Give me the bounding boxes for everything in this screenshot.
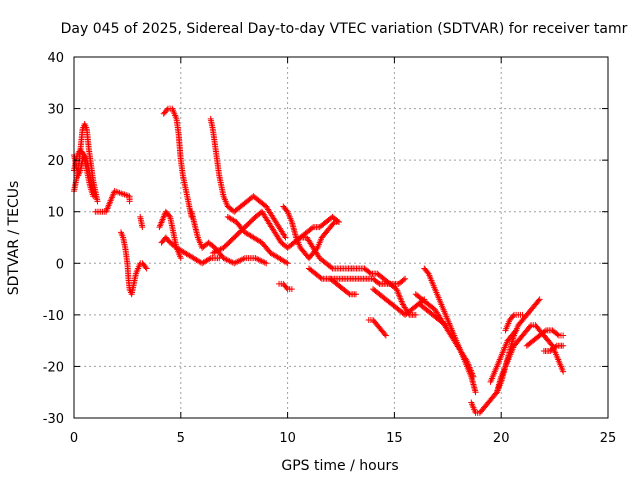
data-point xyxy=(94,198,101,205)
data-point xyxy=(402,275,409,282)
data-point xyxy=(381,331,388,338)
y-tick-label: 20 xyxy=(47,154,64,169)
x-tick-label: 10 xyxy=(279,431,296,446)
data-point xyxy=(535,297,542,304)
data-point xyxy=(382,332,389,339)
y-axis-label: SDTVAR / TECUs xyxy=(6,181,22,296)
y-tick-label: -30 xyxy=(43,412,64,427)
data-point xyxy=(143,265,150,272)
data-point xyxy=(206,255,213,262)
data-point xyxy=(541,328,548,335)
x-tick-label: 15 xyxy=(386,431,403,446)
data-point xyxy=(400,276,407,283)
data-point xyxy=(554,331,561,338)
data-point xyxy=(334,217,341,224)
y-tick-label: -10 xyxy=(43,309,64,324)
data-point xyxy=(527,323,534,330)
data-point xyxy=(463,356,470,363)
data-point xyxy=(509,313,516,320)
data-point xyxy=(366,269,373,276)
data-point xyxy=(282,234,289,241)
x-tick-label: 0 xyxy=(70,431,78,446)
data-point xyxy=(552,343,559,350)
data-points xyxy=(71,105,567,416)
data-point xyxy=(177,255,184,262)
y-tick-label: 10 xyxy=(47,206,64,221)
data-point xyxy=(424,269,431,276)
data-point xyxy=(560,332,567,339)
data-point xyxy=(163,106,170,113)
data-point xyxy=(126,198,133,205)
data-point xyxy=(330,220,337,227)
data-point xyxy=(472,389,479,396)
data-point xyxy=(283,284,290,291)
y-tick-label: -20 xyxy=(43,360,64,375)
data-point xyxy=(560,342,567,349)
data-point xyxy=(375,279,382,286)
data-point xyxy=(166,212,173,219)
data-point xyxy=(308,225,315,232)
data-point xyxy=(560,368,567,375)
data-point xyxy=(139,224,146,231)
data-point xyxy=(281,233,288,240)
data-point xyxy=(345,290,352,297)
data-point xyxy=(548,341,555,348)
data-point xyxy=(317,274,324,281)
x-tick-label: 25 xyxy=(600,431,617,446)
x-tick-label: 20 xyxy=(493,431,510,446)
data-point xyxy=(142,264,149,271)
y-tick-label: 30 xyxy=(47,103,64,118)
data-point xyxy=(536,296,543,303)
data-point xyxy=(335,219,342,226)
data-point xyxy=(513,327,520,334)
data-point xyxy=(512,328,519,335)
data-point xyxy=(313,246,320,253)
data-point xyxy=(412,311,419,318)
plot-frame xyxy=(73,56,609,419)
x-tick-label: 5 xyxy=(177,431,185,446)
data-point xyxy=(492,390,499,397)
data-point xyxy=(328,264,335,271)
data-point xyxy=(284,260,291,267)
data-point xyxy=(283,207,290,214)
ticks: 0 5 10 15 20 25 -30 -20 -10 0 10 20 30 40 xyxy=(43,51,617,446)
data-point xyxy=(442,322,449,329)
y-tick-label: 0 xyxy=(56,257,64,272)
x-axis-label: GPS time / hours xyxy=(281,458,398,474)
data-point xyxy=(470,373,477,380)
chart-title: Day 045 of 2025, Sidereal Day-to-day VTE… xyxy=(61,21,628,37)
data-point xyxy=(263,260,270,267)
grid xyxy=(74,57,608,418)
data-point xyxy=(90,193,97,200)
data-point xyxy=(519,311,526,318)
data-point xyxy=(441,321,448,328)
data-point xyxy=(352,291,359,298)
data-point xyxy=(283,259,290,266)
y-tick-label: 40 xyxy=(47,51,64,66)
data-point xyxy=(288,286,295,293)
